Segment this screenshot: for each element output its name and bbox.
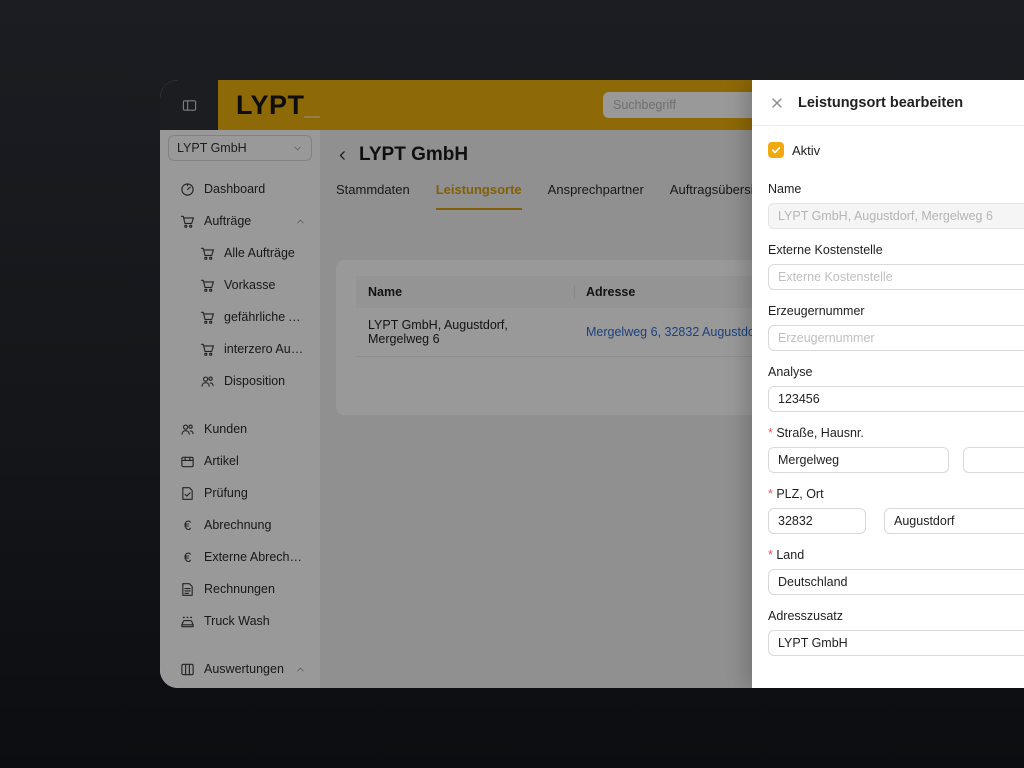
- page-header: LYPT GmbH: [320, 130, 1024, 166]
- field-externe-kostenstelle: Externe Kostenstelle: [768, 243, 1024, 290]
- field-label: Straße, Hausnr.: [768, 426, 1008, 440]
- name-input: [768, 203, 1024, 229]
- field-adresszusatz: Adresszusatz: [768, 609, 1024, 656]
- sidebar-toggle-button[interactable]: [160, 80, 218, 130]
- plz-input[interactable]: [768, 508, 866, 534]
- company-select-value: LYPT GmbH: [177, 141, 247, 155]
- hausnr-input[interactable]: [963, 447, 1024, 473]
- drawer-header: Leistungsort bearbeiten: [752, 80, 1024, 126]
- field-land: Land: [768, 548, 1024, 595]
- edit-drawer: Leistungsort bearbeiten Aktiv Name Exter…: [752, 80, 1024, 688]
- adresszusatz-input[interactable]: [768, 630, 1024, 656]
- tab-stammdaten[interactable]: Stammdaten: [336, 182, 410, 197]
- company-select[interactable]: LYPT GmbH: [168, 135, 312, 161]
- drawer-body: Aktiv Name Externe Kostenstelle Erzeuger…: [752, 126, 1024, 686]
- field-name: Name: [768, 182, 1024, 229]
- tab-leistungsorte[interactable]: Leistungsorte: [435, 182, 522, 210]
- app-window: LYPT_ LYPT GmbH Dashboard Aufträge Alle …: [160, 80, 1024, 688]
- strasse-input[interactable]: [768, 447, 949, 473]
- field-label: Analyse: [768, 365, 813, 379]
- aktiv-label: Aktiv: [792, 142, 821, 158]
- externe-kostenstelle-input[interactable]: [768, 264, 1024, 290]
- field-erzeugernummer: Erzeugernummer: [768, 304, 1024, 351]
- cell-name: LYPT GmbH, Augustdorf, Mergelweg 6: [356, 308, 574, 357]
- app-logo: LYPT_: [236, 89, 321, 120]
- aktiv-checkbox-row: Aktiv: [768, 142, 1008, 158]
- field-label: PLZ, Ort: [768, 487, 1008, 501]
- aktiv-checkbox[interactable]: [768, 142, 784, 158]
- field-plz-ort: PLZ, Ort: [768, 487, 1024, 534]
- drawer-title: Leistungsort bearbeiten: [798, 94, 964, 111]
- field-strasse-hausnr: Straße, Hausnr.: [768, 426, 1024, 473]
- adresse-link[interactable]: Mergelweg 6, 32832 Augustdorf: [586, 324, 763, 339]
- field-label: Land: [768, 548, 1008, 562]
- euro-icon: €: [183, 549, 192, 565]
- ort-input[interactable]: [884, 508, 1024, 534]
- land-input[interactable]: [768, 569, 1024, 595]
- erzeugernummer-input[interactable]: [768, 325, 1024, 351]
- euro-icon: €: [183, 517, 192, 533]
- sidebar-item-externe-abrechnung[interactable]: € Externe Abrechnung: [160, 541, 320, 573]
- field-label: Erzeugernummer: [768, 304, 865, 318]
- analyse-input[interactable]: [768, 386, 1024, 412]
- page-title: LYPT GmbH: [359, 144, 469, 165]
- sidebar-item-abrechnung[interactable]: € Abrechnung: [160, 509, 320, 541]
- sidebar: LYPT GmbH Dashboard Aufträge Alle Aufträ…: [160, 130, 320, 688]
- field-label: Externe Kostenstelle: [768, 243, 883, 257]
- logo-cursor: _: [304, 89, 321, 120]
- tab-auftragsuebersicht[interactable]: Auftragsübersicht: [669, 182, 771, 197]
- field-label: Adresszusatz: [768, 609, 844, 623]
- logo-text: LYPT: [236, 89, 305, 120]
- check-icon: [771, 147, 781, 154]
- field-label: Name: [768, 182, 802, 196]
- close-icon[interactable]: [770, 96, 784, 110]
- column-header-name: Name: [356, 276, 574, 308]
- field-analyse: Analyse: [768, 365, 1024, 412]
- tab-ansprechpartner[interactable]: Ansprechpartner: [547, 182, 644, 197]
- search-input[interactable]: [603, 92, 759, 118]
